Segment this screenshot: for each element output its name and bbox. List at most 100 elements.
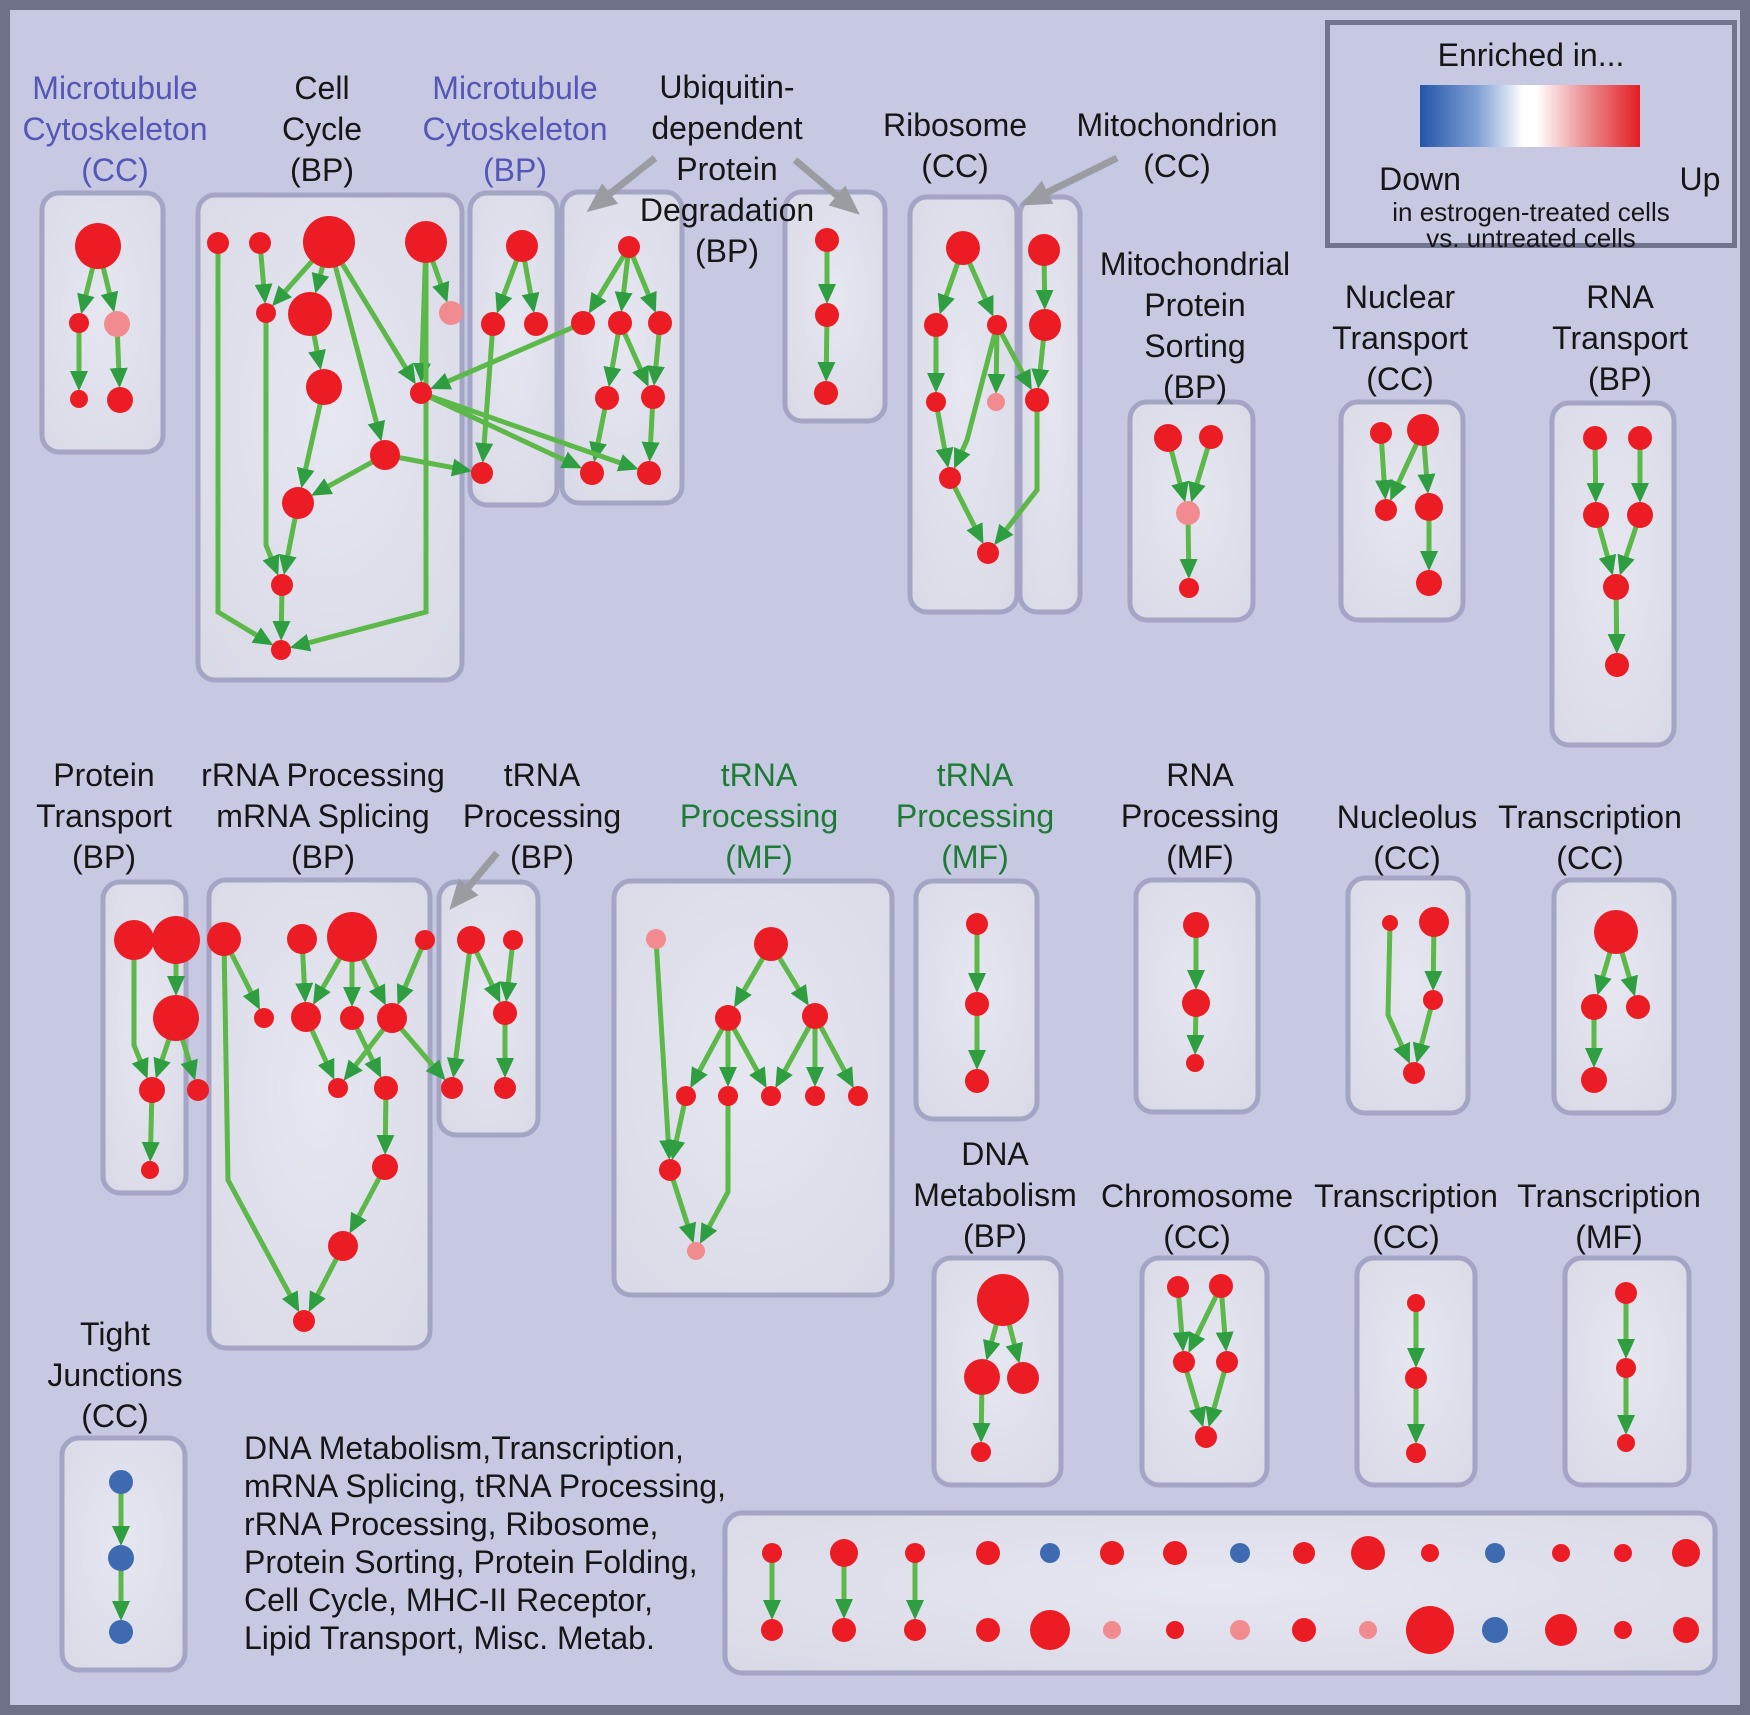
- edge-arrow: [699, 1096, 731, 1244]
- cell-cycle-node-0: [207, 232, 229, 254]
- edge-arrow: [326, 241, 386, 442]
- edge-arrow: [215, 243, 274, 646]
- chromosome-node-2: [1173, 1351, 1195, 1373]
- rrna-processing-node-1: [287, 924, 317, 954]
- chromosome-node-3: [1216, 1351, 1238, 1373]
- rna-transport-node-5: [1605, 653, 1629, 677]
- dna-metabolism-node-2: [1007, 1362, 1039, 1394]
- trna-bp-node-4: [494, 1077, 516, 1099]
- legend-up-label: Up: [1679, 161, 1721, 197]
- microtubule-cc-node-3: [70, 390, 88, 408]
- trna-mf-small-node-2: [965, 1069, 989, 1093]
- mitochondrion-node-1: [1029, 309, 1061, 341]
- misc-terms-node-17: [904, 1619, 926, 1641]
- transcription-mf-node-0: [1615, 1282, 1637, 1304]
- transcription-mf-node-1: [1616, 1358, 1636, 1378]
- dna-metabolism-node-1: [964, 1359, 1000, 1395]
- trna-bp-node-3: [441, 1077, 463, 1099]
- misc-terms-node-18: [976, 1618, 1000, 1642]
- transcription-cc-mid-node-2: [1626, 995, 1650, 1019]
- cell-cycle-node-6: [439, 301, 463, 325]
- nucleolus-node-2: [1423, 990, 1443, 1010]
- misc-terms-node-3: [976, 1541, 1000, 1565]
- rrna-processing-node-5: [291, 1002, 321, 1032]
- microtubule-bp-node-2: [524, 312, 548, 336]
- misc-terms-node-24: [1359, 1621, 1377, 1639]
- mito-protein-sorting-node-3: [1179, 578, 1199, 598]
- ubiquitin-node-5: [641, 385, 665, 409]
- rna-transport-node-0: [1583, 426, 1607, 450]
- transcription-cc-bottom-node-2: [1406, 1443, 1426, 1463]
- nucleolus-node-3: [1403, 1062, 1425, 1084]
- transcription-cc-mid-box: [1551, 877, 1677, 1116]
- rrna-processing-node-2: [327, 912, 377, 962]
- trna-mf-large-node-8: [848, 1086, 868, 1106]
- microtubule-cc-node-1: [69, 313, 89, 333]
- cell-cycle-node-10: [282, 487, 314, 519]
- annotation-arrow: [586, 155, 658, 213]
- misc-terms-node-1: [830, 1539, 858, 1567]
- chromosome-box: [1139, 1255, 1270, 1488]
- mitochondrion-node-0: [1028, 234, 1060, 266]
- edge-arrow: [994, 400, 1040, 546]
- rrna-processing-node-7: [377, 1003, 407, 1033]
- ubiquitin-node-2: [608, 311, 632, 335]
- nuclear-transport-node-3: [1415, 493, 1443, 521]
- edge-arrow: [262, 313, 280, 576]
- trna-bp-node-2: [493, 1001, 517, 1025]
- misc-terms-node-12: [1552, 1544, 1570, 1562]
- annotation-arrow: [792, 157, 860, 215]
- trna-mf-small-node-1: [965, 992, 989, 1016]
- tight-junctions-node-0: [109, 1470, 133, 1494]
- misc-terms-node-29: [1673, 1617, 1699, 1643]
- misc-terms-node-9: [1351, 1536, 1385, 1570]
- cell-cycle-node-3: [405, 221, 447, 263]
- ribosome-node-4: [987, 393, 1005, 411]
- rrna-processing-node-0: [207, 922, 241, 956]
- legend-subtitle-2: vs. untreated cells: [1426, 223, 1636, 253]
- cell-cycle-node-2: [303, 216, 355, 268]
- ubiquitin-2-node-0: [815, 228, 839, 252]
- rna-processing-mf-node-2: [1186, 1054, 1204, 1072]
- legend-down-label: Down: [1379, 161, 1461, 197]
- trna-mf-large-node-4: [676, 1086, 696, 1106]
- chromosome-node-1: [1209, 1274, 1233, 1298]
- ribosome-node-1: [924, 313, 948, 337]
- rna-processing-mf-node-1: [1182, 989, 1210, 1017]
- nuclear-transport-box: [1338, 399, 1466, 623]
- legend-box: Enriched in... Down Up in estrogen-treat…: [1325, 20, 1737, 253]
- trna-bp-node-0: [457, 926, 485, 954]
- misc-terms-node-14: [1672, 1539, 1700, 1567]
- nucleolus-box: [1345, 875, 1471, 1116]
- ribosome-node-5: [939, 467, 961, 489]
- rrna-processing-node-12: [293, 1310, 315, 1332]
- trna-bp-node-1: [503, 930, 523, 950]
- transcription-cc-mid-node-3: [1581, 1067, 1607, 1093]
- ubiquitin-node-0: [618, 236, 640, 258]
- trna-mf-small-node-0: [966, 913, 988, 935]
- protein-transport-node-1: [152, 916, 200, 964]
- transcription-cc-mid-node-0: [1594, 910, 1638, 954]
- misc-terms-node-0: [762, 1543, 782, 1563]
- protein-transport-node-2: [153, 995, 199, 1041]
- microtubule-bp-node-0: [506, 230, 538, 262]
- microtubule-bp-node-1: [481, 312, 505, 336]
- rrna-processing-node-4: [254, 1008, 274, 1028]
- misc-terms-node-6: [1163, 1541, 1187, 1565]
- ribosome-node-2: [987, 315, 1007, 335]
- tight-junctions-node-2: [109, 1620, 133, 1644]
- rrna-processing-box: [206, 877, 433, 1351]
- edge-arrow: [221, 938, 300, 1313]
- ubiquitin-node-6: [580, 461, 604, 485]
- rna-transport-box: [1549, 400, 1677, 748]
- trna-mf-large-node-7: [805, 1086, 825, 1106]
- transcription-cc-bottom-node-1: [1405, 1367, 1427, 1389]
- ribosome-node-0: [946, 231, 980, 265]
- rrna-processing-node-8: [328, 1078, 348, 1098]
- annotation-arrow: [1020, 154, 1119, 206]
- ubiquitin-node-3: [648, 311, 672, 335]
- misc-terms-node-4: [1040, 1543, 1060, 1563]
- cell-cycle-node-1: [249, 232, 271, 254]
- nuclear-transport-node-2: [1375, 499, 1397, 521]
